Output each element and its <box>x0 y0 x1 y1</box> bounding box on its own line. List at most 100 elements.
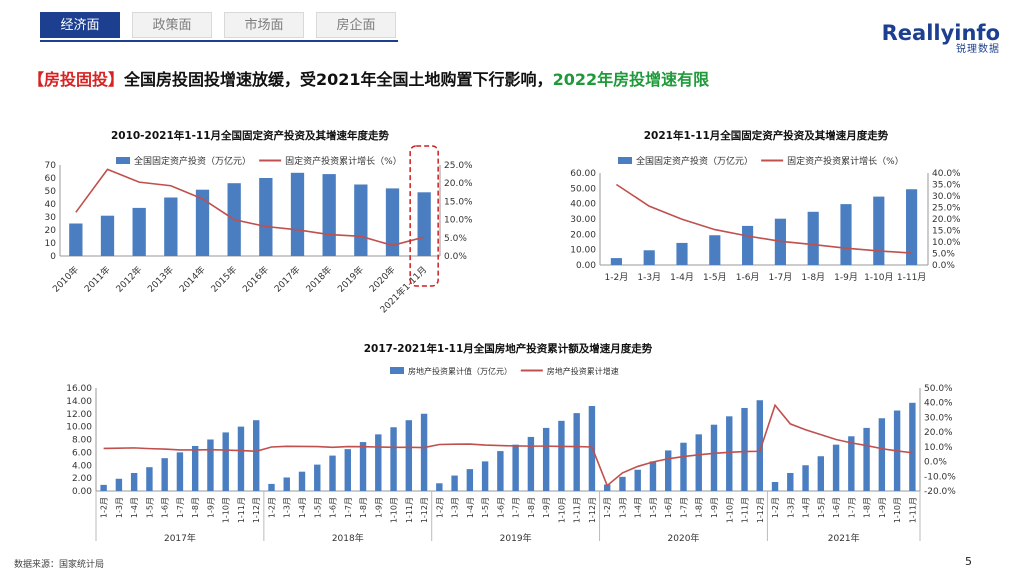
chart1-ytick-left: 30 <box>45 213 57 223</box>
tab-market[interactable]: 市场面 <box>224 12 304 38</box>
logo-subtext: 锐理数据 <box>956 44 1000 55</box>
chart3-xtick: 1-4月 <box>298 497 307 518</box>
chart1-bar <box>290 172 305 256</box>
chart3-bar <box>359 442 367 491</box>
chart3-xtick: 1-11月 <box>908 497 917 523</box>
chart3-xtick: 1-6月 <box>496 497 505 518</box>
chart3-bar <box>390 427 397 491</box>
chart3-bar <box>558 420 565 491</box>
chart1-ytick-right: 15.0% <box>444 197 473 207</box>
chart3-xtick: 1-5月 <box>145 497 154 518</box>
chart2-title: 2021年1-11月全国固定资产投资及其增速月度走势 <box>644 129 889 142</box>
chart3-xtick: 1-7月 <box>512 497 521 518</box>
chart3-xtick: 1-10月 <box>390 497 399 523</box>
chart3-ytick-left: 14.00 <box>66 397 92 407</box>
chart3-growth-line <box>103 403 913 487</box>
chart3-bar <box>787 472 794 491</box>
chart3-bar <box>832 444 840 491</box>
chart3-ytick-left: 0.00 <box>72 487 92 497</box>
chart3-xtick: 1-4月 <box>802 497 811 518</box>
chart3-bar <box>649 461 657 491</box>
tab-developer[interactable]: 房企面 <box>316 12 396 38</box>
chart3-xtick: 1-11月 <box>741 497 750 523</box>
chart3-xtick: 1-6月 <box>832 497 841 518</box>
chart3-bar <box>680 442 687 491</box>
chart1-growth-line <box>75 168 425 247</box>
chart2-xtick: 1-9月 <box>834 272 858 283</box>
chart3-xtick: 1-10月 <box>557 497 566 523</box>
chart3-ytick-right: 40.0% <box>924 399 953 409</box>
chart1-xtick: 2018年 <box>303 264 334 295</box>
nav-tabs: 经济面 政策面 市场面 房企面 <box>40 12 396 38</box>
chart2-ytick-right: 5.0% <box>932 250 955 260</box>
chart3-xtick: 1-2月 <box>435 497 444 518</box>
chart1-bar <box>322 174 336 256</box>
chart3-xtick: 1-12月 <box>756 497 765 523</box>
page-number: 5 <box>965 555 972 568</box>
chart2-xtick: 1-7月 <box>769 272 793 283</box>
chart1-highlight-box <box>409 145 439 287</box>
chart3-ytick-right: 10.0% <box>924 443 953 453</box>
chart3-bar <box>314 464 321 491</box>
chart3-ytick-right: 0.0% <box>924 458 947 468</box>
chart2-xtick: 1-2月 <box>605 272 629 283</box>
chart3-bar <box>436 483 443 491</box>
chart1-ytick-left: 40 <box>45 200 57 210</box>
chart3-xtick: 1-9月 <box>542 497 551 518</box>
chart3-ytick-right: -10.0% <box>924 472 956 482</box>
chart3-bar <box>497 451 504 491</box>
chart1-bar <box>132 207 146 256</box>
chart2-ytick-left: 0.00 <box>576 261 596 271</box>
chart3-ytick-left: 12.00 <box>66 410 92 420</box>
chart1-bar <box>195 189 210 256</box>
tab-economy[interactable]: 经济面 <box>40 12 120 38</box>
chart2-xtick: 1-10月 <box>864 272 893 283</box>
chart2-growth-line <box>615 183 912 254</box>
chart1-xtick: 2020年 <box>367 264 398 295</box>
chart3-xtick: 1-12月 <box>420 497 429 523</box>
chart1-ytick-left: 20 <box>45 226 57 236</box>
page-headline: 【房投固投】全国房投固投增速放缓，受2021年全国土地购置下行影响，2022年房… <box>28 66 709 90</box>
chart3-xtick: 1-8月 <box>191 497 200 518</box>
chart3-bar <box>268 483 275 491</box>
chart2-xtick: 1-3月 <box>637 272 661 283</box>
chart2-bar <box>610 258 622 265</box>
chart2-bar <box>676 242 688 265</box>
tab-policy[interactable]: 政策面 <box>132 12 212 38</box>
chart3-bar <box>283 477 290 491</box>
chart3-xtick: 1-4月 <box>130 497 139 518</box>
chart1-bar <box>417 192 431 256</box>
chart1-title: 2010-2021年1-11月全国固定资产投资及其增速年度走势 <box>111 129 390 142</box>
chart3-bar <box>481 461 489 491</box>
chart3-xtick: 1-5月 <box>481 497 490 518</box>
chart2-ytick-right: 30.0% <box>932 192 961 202</box>
legend-label-bar: 全国固定资产投资（万亿元） <box>134 155 251 167</box>
chart3-bar <box>237 426 245 491</box>
headline-main: 全国房投固投增速放缓，受2021年全国土地购置下行影响， <box>124 70 553 89</box>
chart3-bar <box>634 469 641 491</box>
chart2-ytick-right: 35.0% <box>932 181 961 191</box>
chart1-xtick: 2019年 <box>335 264 366 295</box>
chart3-bar <box>253 420 260 491</box>
legend-label-bar: 房地产投资累计值（万亿元） <box>408 366 512 376</box>
chart3-bar <box>146 467 153 491</box>
chart3-ytick-left: 16.00 <box>66 384 92 394</box>
chart2-bar <box>742 225 754 265</box>
chart3-xtick: 1-8月 <box>359 497 368 518</box>
chart3-group-label: 2018年 <box>332 532 364 544</box>
chart3-xtick: 1-9月 <box>878 497 887 518</box>
chart3-xtick: 1-10月 <box>222 497 231 523</box>
chart2-ytick-right: 25.0% <box>932 204 961 214</box>
chart3-xtick: 1-8月 <box>527 497 536 518</box>
chart3-xtick: 1-8月 <box>695 497 704 518</box>
chart3-xtick: 1-3月 <box>786 497 795 518</box>
chart1-ytick-left: 50 <box>45 187 57 197</box>
chart3-group-label: 2017年 <box>164 532 196 544</box>
chart3-xtick: 1-9月 <box>374 497 383 518</box>
chart3-ytick-right: 20.0% <box>924 428 953 438</box>
chart3-bar <box>542 427 550 491</box>
chart3-bar <box>756 400 763 491</box>
chart3-xtick: 1-12月 <box>252 497 261 523</box>
chart2-ytick-left: 50.00 <box>570 184 596 194</box>
chart3-xtick: 1-6月 <box>664 497 673 518</box>
